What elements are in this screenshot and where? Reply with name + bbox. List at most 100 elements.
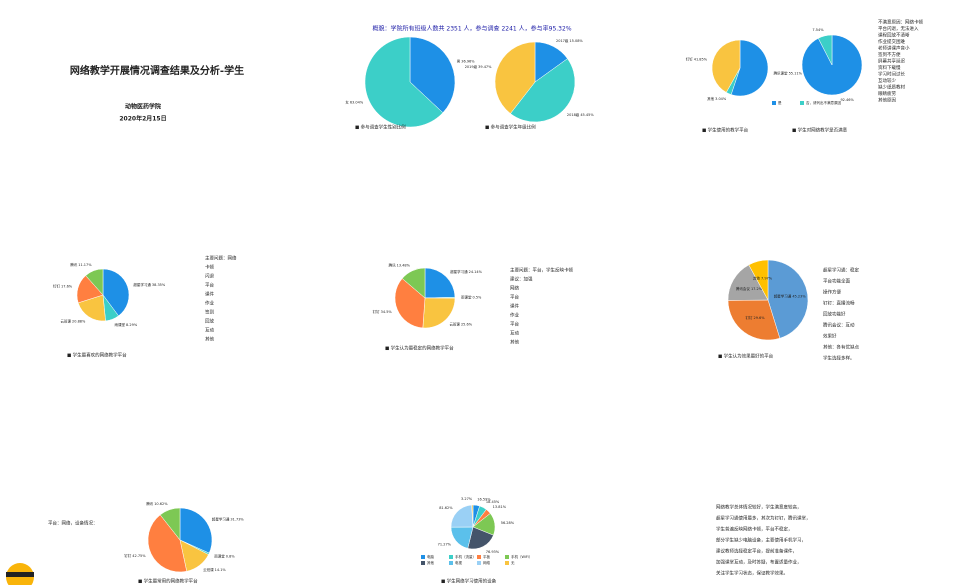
slice-label: 7.54% — [812, 28, 824, 32]
note-line: 钉钉：直播流畅 — [823, 300, 855, 307]
slice-value: 56.28% — [501, 521, 515, 525]
slice-category: 腾讯 — [70, 262, 77, 267]
slice-value: 0.8% — [226, 554, 236, 558]
legend-label: 电视 — [455, 560, 463, 565]
pie-slice — [494, 41, 536, 114]
slice-label: 女63.04% — [345, 99, 364, 104]
slice-value: 42.75% — [132, 554, 146, 558]
slice-category: 雨课堂 — [115, 322, 126, 327]
note-line: 超星学习通使用最多，其次为钉钉，腾讯课堂， — [716, 515, 811, 522]
note-line: 平台 — [510, 321, 519, 328]
note-line: 互动 — [205, 327, 214, 334]
note-line: 签到 — [205, 309, 214, 316]
note-line: 建议：加强 — [510, 276, 533, 283]
note-line: 其他 — [510, 339, 519, 346]
note-line: 课件 — [205, 291, 214, 298]
chart-caption: ■ 参与调查学生年级比例 — [485, 124, 536, 131]
note-line: 建议教师选择稳定平台，提前准备课件， — [716, 548, 797, 555]
legend-label: 网络 — [483, 560, 491, 565]
note-line: 老师讲课声音小 — [878, 45, 910, 52]
legend-label: 手机（流量） — [455, 554, 476, 559]
slice-value: 76.93% — [486, 550, 500, 554]
slice-label: 13.81% — [493, 505, 507, 509]
note-line: 其他原因 — [878, 97, 896, 104]
slice-value: 10.62% — [154, 502, 168, 506]
note-line: 腾讯会议：互动 — [823, 322, 855, 329]
slice-label: 2018级45.45% — [567, 112, 594, 117]
note-line: 学生选择多样。 — [823, 355, 855, 362]
slice-label: 云班课25.6% — [449, 321, 472, 326]
chart-caption: ■ 学生使用的教学平台 — [702, 127, 749, 134]
slice-value: 17.6% — [61, 285, 73, 289]
slice-label: 钉钉34.5% — [373, 309, 393, 314]
slice-label: 超星学习通24.14% — [450, 269, 483, 274]
sun-icon — [6, 563, 34, 585]
slice-category: 超星学习通 — [774, 294, 792, 299]
pie-slice — [394, 278, 426, 329]
note-line: 网络教学总体情况较好，学生满意度较高， — [716, 504, 802, 511]
legend-swatch — [421, 561, 425, 565]
date: 2020年2月15日 — [119, 115, 166, 123]
slice-value: 13.81% — [493, 505, 507, 509]
slice-category: 云班课 — [449, 321, 460, 326]
legend-label: 电脑 — [427, 554, 435, 559]
slice-label: 56.28% — [501, 521, 515, 525]
note-line: 回放功能好 — [823, 311, 846, 318]
chart-caption: ■ 学生对网络教学是否满意 — [792, 127, 848, 134]
pie-slice — [401, 267, 426, 299]
slice-value: 45.23% — [792, 295, 806, 299]
slice-category: 钉钉 — [745, 315, 753, 320]
pie-slice — [711, 39, 741, 93]
note-line: 其他：各有优缺点 — [823, 344, 859, 351]
legend-label: 平板 — [483, 554, 491, 559]
note-line: 关注学生学习状态，保证教学效果。 — [716, 570, 788, 577]
note-line: 超星学习通：稳定 — [823, 267, 859, 274]
note-line: 作业 — [510, 312, 519, 319]
slice-value: 0.5% — [472, 296, 482, 300]
slice-label: 3.27% — [461, 497, 473, 501]
slice-label: 超星学习通45.23% — [774, 294, 807, 299]
slice-value: 24.14% — [469, 270, 483, 274]
slice-category: 钉钉 — [124, 553, 131, 558]
slice-category: 其他 — [707, 96, 715, 101]
note-line: 互动较少 — [878, 77, 896, 84]
note-line: 缺少纸质教材 — [878, 84, 905, 91]
chart-caption: ■ 学生认为效果最好的平台 — [718, 353, 774, 360]
note-line: 作业提交困难 — [878, 38, 905, 45]
slice-label: 钉钉41.85% — [686, 56, 708, 61]
slice-category: 雨课堂 — [214, 553, 225, 558]
note-line: 平台 — [205, 282, 214, 289]
title: 网络教学开展情况调查结果及分析-学生 — [70, 64, 244, 77]
slice-value: 31.73% — [230, 517, 244, 521]
slice-value: 7.54% — [812, 28, 824, 32]
note-line: 课件 — [510, 303, 519, 310]
legend-swatch — [477, 561, 481, 565]
note-line: 效果好 — [823, 333, 837, 340]
pie-slice — [727, 299, 781, 341]
pie-slice — [102, 268, 130, 317]
slice-value: 13.48% — [397, 263, 411, 267]
slice-label: 2019级39.47% — [465, 64, 492, 69]
note-line: 闪退 — [205, 273, 214, 280]
slice-value: 3.27% — [461, 497, 473, 501]
note-line: 学习时间过长 — [878, 71, 905, 78]
pie-slice — [817, 34, 833, 66]
slice-category: 2019级 — [465, 64, 478, 69]
legend-swatch — [421, 555, 425, 559]
legend-swatch — [449, 555, 453, 559]
slice-value: 41.85% — [694, 57, 708, 61]
slice-category: 超星学习通 — [450, 269, 468, 274]
slice-value: 71.27% — [438, 542, 452, 546]
slice-label: 钉钉42.75% — [124, 553, 146, 558]
slice-category: 云班课 — [203, 567, 214, 572]
pie-slice — [85, 268, 104, 296]
note-line: 互动 — [510, 330, 519, 337]
pie-slice — [179, 507, 213, 554]
note-line: 不满意原因：网络卡顿 — [878, 19, 923, 26]
note-line: 课程回放不清晰 — [878, 32, 910, 39]
note-line: 作业 — [205, 300, 214, 307]
slice-label: 雨课堂0.5% — [461, 295, 482, 300]
pie-slice — [450, 504, 474, 528]
slice-category: 超星学习通 — [133, 282, 151, 287]
